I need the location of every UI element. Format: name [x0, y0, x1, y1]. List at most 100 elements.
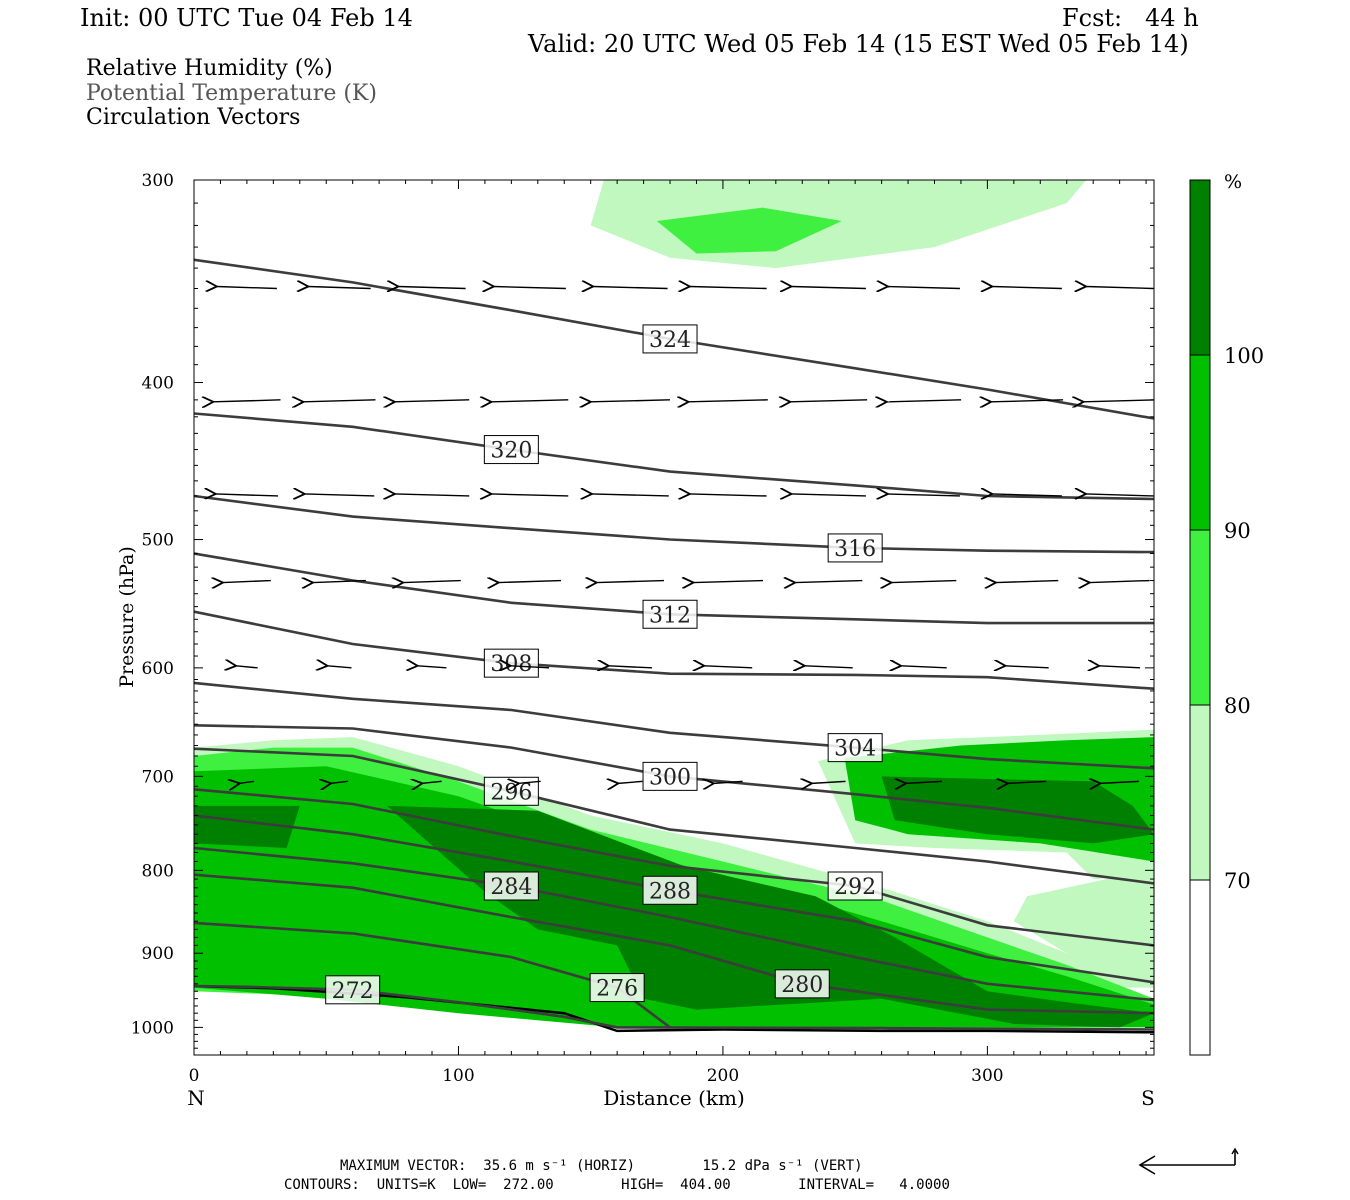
contour-label-box	[642, 761, 698, 791]
circulation-vector	[592, 494, 669, 496]
circulation-vector	[690, 286, 767, 288]
legend-relative-humidity: Relative Humidity (%)	[86, 56, 333, 81]
circulation-vector	[240, 781, 255, 783]
circulation-vector	[991, 400, 1064, 402]
circulation-vector	[792, 286, 866, 288]
circulation-vector	[591, 400, 670, 402]
theta-contour-280	[194, 873, 1154, 1015]
contour-label-304: 304	[834, 737, 876, 762]
circulation-vector	[494, 286, 566, 288]
circulation-vector	[1099, 666, 1141, 668]
y-axis-label: Pressure (hPa)	[116, 546, 138, 688]
contour-label-312: 312	[649, 603, 691, 628]
circulation-vector	[906, 781, 942, 783]
contour-label-box	[589, 973, 645, 1003]
circulation-vector	[223, 581, 271, 583]
contour-label-box	[642, 599, 698, 629]
theta-contour-320	[194, 412, 1154, 501]
circulation-vector	[1090, 581, 1150, 583]
north-label: N	[187, 1086, 205, 1110]
contour-label-272: 272	[332, 979, 374, 1004]
colorbar-label: 100	[1224, 344, 1264, 368]
contour-label-296: 296	[490, 780, 532, 805]
y-tick-label: 300	[142, 171, 174, 191]
contour-label-box	[483, 435, 539, 465]
circulation-vector	[236, 666, 258, 668]
contour-label-box	[774, 969, 830, 999]
contour-label-320: 320	[490, 439, 532, 464]
circulation-vector	[693, 581, 764, 583]
circulation-vector	[403, 581, 461, 583]
circulation-vector	[499, 581, 562, 583]
y-tick-label: 500	[142, 531, 174, 551]
circulation-vector	[331, 781, 348, 783]
colorbar-label: 70	[1224, 869, 1251, 893]
theta-contour-292	[194, 788, 1154, 947]
x-tick-label: 0	[189, 1066, 200, 1086]
theta-contour-308	[194, 610, 1154, 690]
colorbar-segment	[1190, 705, 1210, 880]
contour-label-316: 316	[834, 537, 876, 562]
circulation-vector	[511, 666, 550, 668]
circulation-vector	[992, 286, 1062, 288]
circulation-vector	[313, 581, 366, 583]
circulation-vector	[519, 781, 541, 783]
valid-time: Valid: 20 UTC Wed 05 Feb 14 (15 EST Wed …	[528, 30, 1189, 58]
contour-label-box	[827, 871, 883, 901]
circulation-vector	[892, 581, 957, 583]
contour-label-276: 276	[596, 977, 638, 1002]
circulation-vector	[887, 400, 962, 402]
y-tick-label: 400	[142, 373, 174, 393]
circulation-vector	[1100, 781, 1139, 783]
circulation-vector	[888, 494, 960, 496]
y-tick-label: 700	[142, 767, 174, 787]
rh-region-100	[387, 805, 1154, 1028]
circulation-vector	[888, 286, 960, 288]
footer-max-vector: MAXIMUM VECTOR: 35.6 m s⁻¹ (HORIZ) 15.2 …	[340, 1158, 863, 1174]
contour-label-box	[827, 533, 883, 563]
rh-region-100	[881, 776, 1154, 844]
colorbar-label: 80	[1224, 694, 1251, 718]
circulation-vector	[1084, 400, 1154, 402]
circulation-vector	[609, 666, 652, 668]
colorbar-unit: %	[1224, 171, 1242, 193]
circulation-vector	[690, 494, 767, 496]
circulation-vector	[1008, 781, 1047, 783]
circulation-vector	[1086, 494, 1154, 496]
circulation-vector	[790, 400, 868, 402]
rh-region-100	[194, 805, 300, 848]
circulation-vector	[805, 666, 853, 668]
circulation-vector	[593, 286, 668, 288]
colorbar-segment	[1190, 355, 1210, 530]
circulation-vector	[395, 494, 470, 496]
contour-label-308: 308	[490, 652, 532, 677]
contour-label-284: 284	[490, 875, 532, 900]
y-tick-label: 600	[142, 659, 174, 679]
circulation-vector	[305, 494, 375, 496]
circulation-vector	[216, 494, 279, 496]
y-tick-label: 1000	[131, 1018, 174, 1038]
circulation-vector	[992, 494, 1062, 496]
rh-region-70	[1013, 870, 1154, 984]
circulation-vector	[689, 400, 768, 402]
x-tick-label: 200	[707, 1066, 739, 1086]
circulation-vector	[792, 494, 866, 496]
circulation-vector	[327, 666, 352, 668]
circulation-vector	[1086, 286, 1154, 288]
theta-contour-304	[194, 681, 1154, 770]
contour-label-box	[483, 871, 539, 901]
circulation-vector	[398, 286, 466, 288]
rh-region-80	[656, 207, 842, 254]
contour-label-292: 292	[834, 875, 876, 900]
circulation-vector	[901, 666, 947, 668]
x-tick-label: 300	[971, 1066, 1003, 1086]
reference-vector-icon	[1138, 1147, 1239, 1175]
x-tick-label: 100	[442, 1066, 474, 1086]
colorbar-frame	[1189, 179, 1211, 1056]
circulation-vector	[714, 781, 743, 783]
circulation-vector	[812, 781, 846, 783]
circulation-vector	[491, 494, 569, 496]
forecast-hour: Fcst: 44 h	[1062, 4, 1199, 32]
colorbar: 100 90 80 70	[1189, 179, 1264, 1056]
y-tick-label: 800	[142, 861, 174, 881]
